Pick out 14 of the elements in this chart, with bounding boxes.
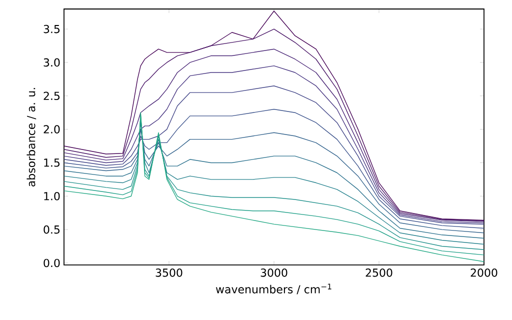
x-tick-label: 3500 <box>156 268 182 277</box>
x-tick-label: 2500 <box>366 268 392 277</box>
y-tick-label: 3.0 <box>44 58 60 67</box>
y-tick-label: 3.5 <box>44 24 60 34</box>
y-tick-label: 2.0 <box>44 125 60 134</box>
y-axis-title: absorbance / a. u. <box>26 88 36 186</box>
y-tick-label: 2.5 <box>44 92 60 100</box>
y-tick-label: 0.5 <box>44 225 60 234</box>
x-axis-title: wavenumbers / cm$^{−1}$ <box>216 284 332 294</box>
x-tick-label: 3000 <box>260 268 288 277</box>
y-tick-label: 1.0 <box>44 192 60 200</box>
y-tick-label: 1.5 <box>44 158 60 167</box>
y-tick-label: 0.0 <box>44 258 60 268</box>
x-tick-label: 2000 <box>470 268 498 277</box>
